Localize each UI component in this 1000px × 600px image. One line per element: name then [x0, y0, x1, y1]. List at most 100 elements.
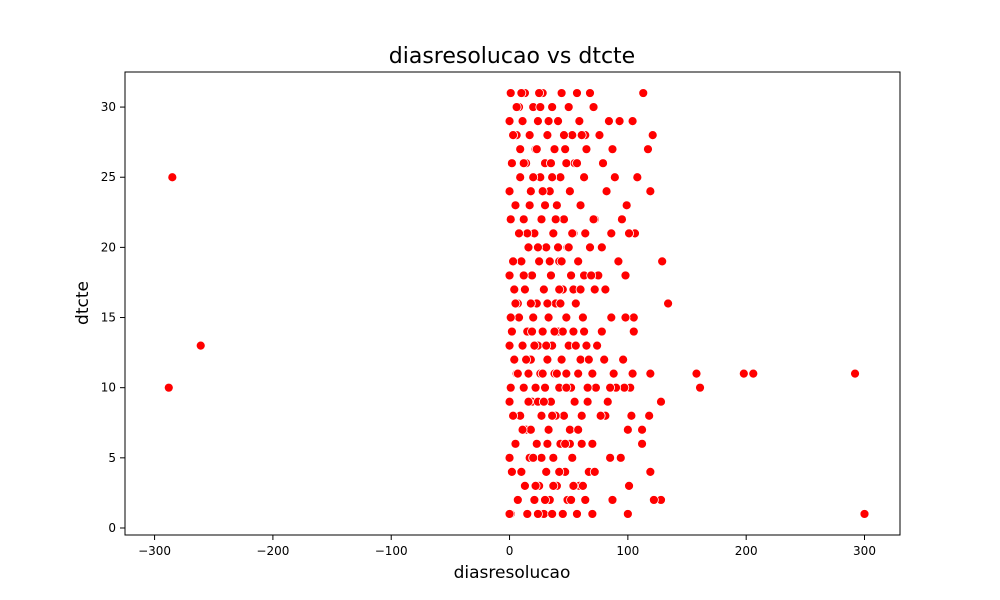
data-point	[529, 495, 540, 505]
data-point	[541, 466, 552, 477]
data-point	[626, 410, 637, 421]
plot-area-frame	[124, 71, 901, 536]
data-point	[516, 256, 527, 267]
data-point	[528, 172, 539, 183]
data-point	[576, 438, 587, 449]
data-point	[505, 214, 516, 225]
data-point	[573, 368, 584, 379]
data-point	[606, 312, 617, 323]
data-point	[587, 368, 598, 379]
x-axis-ticks: −300 −200 −100 0 100 200 300	[138, 535, 876, 558]
data-point	[601, 186, 612, 197]
data-point	[619, 382, 630, 393]
data-point	[567, 452, 578, 463]
data-point	[514, 312, 524, 323]
data-point	[507, 158, 517, 169]
data-point	[621, 200, 632, 211]
data-point	[638, 88, 649, 98]
data-point	[537, 186, 548, 197]
data-point	[556, 88, 567, 98]
data-point	[575, 354, 586, 365]
data-point	[624, 480, 634, 491]
data-point	[523, 396, 534, 407]
data-point	[522, 228, 533, 239]
data-point	[691, 368, 702, 379]
x-tick-label: −200	[256, 544, 289, 558]
data-point	[560, 438, 571, 449]
data-point	[579, 172, 589, 183]
data-point	[588, 102, 599, 112]
x-tick-label: 100	[616, 544, 639, 558]
data-point	[195, 340, 206, 351]
data-point	[637, 424, 647, 435]
data-point	[656, 396, 666, 407]
data-point	[585, 242, 595, 253]
data-point	[504, 396, 515, 407]
data-point	[607, 495, 618, 505]
data-point	[587, 438, 598, 449]
data-point	[525, 298, 536, 309]
data-point	[542, 438, 553, 449]
data-point	[167, 172, 178, 183]
data-point	[512, 495, 523, 505]
data-point	[608, 368, 619, 379]
data-point	[554, 466, 565, 477]
data-point	[555, 298, 566, 309]
data-point	[548, 480, 559, 491]
y-tick-label: 5	[108, 451, 116, 465]
data-point	[547, 172, 558, 183]
data-point	[643, 144, 653, 155]
y-axis-label: dtcte	[73, 281, 93, 325]
data-point	[663, 298, 673, 309]
data-point	[561, 382, 572, 393]
data-point	[504, 186, 515, 197]
x-axis-label: diasresolucao	[454, 563, 571, 583]
data-point	[531, 438, 542, 449]
data-point	[594, 130, 605, 141]
data-point	[589, 466, 600, 477]
data-point	[525, 424, 536, 435]
data-point	[508, 256, 518, 267]
data-point	[559, 214, 569, 225]
data-point	[511, 102, 522, 112]
y-tick-label: 30	[101, 100, 116, 114]
data-point	[553, 242, 563, 253]
data-point	[600, 284, 611, 295]
data-point	[557, 326, 568, 337]
data-point	[504, 340, 515, 351]
data-point	[588, 214, 599, 225]
data-point	[524, 200, 535, 211]
data-point	[535, 102, 546, 112]
data-point	[574, 116, 585, 127]
data-point	[566, 270, 576, 281]
data-point	[514, 228, 524, 239]
data-point	[578, 480, 588, 491]
data-point	[533, 509, 543, 519]
data-point	[543, 424, 554, 435]
data-point	[533, 242, 543, 253]
data-point	[581, 144, 592, 155]
data-point	[536, 452, 547, 463]
data-point	[528, 452, 539, 463]
data-point	[595, 410, 606, 421]
data-point	[524, 130, 535, 141]
data-point	[615, 452, 626, 463]
data-point	[596, 326, 607, 337]
data-point	[573, 424, 584, 435]
data-point	[645, 368, 656, 379]
data-point	[540, 200, 550, 211]
data-point	[563, 102, 574, 112]
data-point	[505, 88, 516, 98]
data-point	[540, 382, 550, 393]
data-point	[748, 368, 759, 379]
data-point	[534, 256, 545, 267]
data-point	[573, 256, 584, 267]
data-point	[505, 382, 516, 393]
data-point	[504, 452, 515, 463]
data-point	[850, 368, 860, 379]
data-point	[628, 326, 639, 337]
data-point	[542, 130, 553, 141]
data-point	[598, 158, 608, 169]
data-point	[504, 116, 515, 127]
data-points	[163, 88, 870, 519]
